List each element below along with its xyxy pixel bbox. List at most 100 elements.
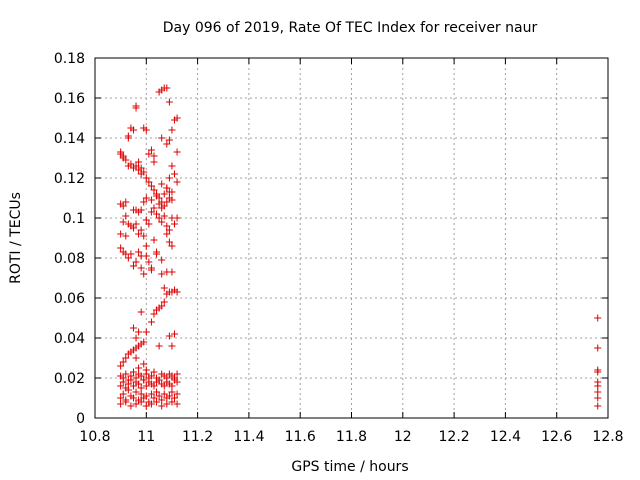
- data-point: [142, 242, 150, 250]
- y-tick-label: 0.02: [54, 371, 85, 387]
- data-point: [163, 230, 171, 238]
- data-point: [147, 146, 155, 154]
- data-point: [129, 394, 137, 402]
- y-axis-label: ROTI / TECUs: [8, 192, 24, 284]
- y-tick-label: 0.12: [54, 171, 85, 187]
- data-point: [160, 202, 168, 210]
- data-point: [594, 394, 602, 402]
- data-point: [163, 222, 171, 230]
- data-point: [129, 368, 137, 376]
- data-point: [173, 288, 181, 296]
- data-point: [594, 388, 602, 396]
- data-point: [594, 314, 602, 322]
- data-point: [137, 384, 145, 392]
- data-point: [160, 190, 168, 198]
- data-point: [153, 388, 161, 396]
- data-point: [155, 214, 163, 222]
- data-point: [171, 330, 179, 338]
- data-point: [155, 342, 163, 350]
- x-tick-label: 12.6: [541, 429, 572, 445]
- data-point: [122, 384, 130, 392]
- data-point: [173, 114, 181, 122]
- data-point: [158, 396, 166, 404]
- data-point: [147, 196, 155, 204]
- data-point: [145, 178, 153, 186]
- data-point: [119, 358, 127, 366]
- x-axis: 10.8 11 11.2 11.4 11.6 11.8 12 12.2 12.4 12.6 12.8: [79, 58, 624, 445]
- data-point: [165, 98, 173, 106]
- data-point: [122, 212, 130, 220]
- data-point: [173, 378, 181, 386]
- data-point: [147, 372, 155, 380]
- data-point: [142, 328, 150, 336]
- data-point: [150, 186, 158, 194]
- y-axis: 0 0.02 0.04 0.06 0.08 0.1 0.12 0.14 0.16 0.18: [54, 51, 608, 427]
- data-point: [132, 220, 140, 228]
- data-point: [142, 366, 150, 374]
- data-point: [160, 284, 168, 292]
- data-point: [129, 224, 137, 232]
- data-point: [117, 400, 125, 408]
- data-point: [150, 204, 158, 212]
- data-point: [163, 140, 171, 148]
- y-tick-label: 0: [76, 411, 85, 427]
- data-point: [168, 162, 176, 170]
- data-point: [168, 242, 176, 250]
- data-point: [142, 216, 150, 224]
- data-point: [158, 256, 166, 264]
- data-point: [155, 200, 163, 208]
- data-point: [142, 392, 150, 400]
- data-point: [132, 104, 140, 112]
- data-point: [168, 388, 176, 396]
- data-point: [122, 370, 130, 378]
- data-point: [122, 232, 130, 240]
- data-point: [147, 264, 155, 272]
- y-tick-label: 0.06: [54, 291, 85, 307]
- data-point: [158, 270, 166, 278]
- data-point: [127, 402, 135, 410]
- data-point: [158, 302, 166, 310]
- data-point: [142, 174, 150, 182]
- data-point: [173, 400, 181, 408]
- data-point: [137, 206, 145, 214]
- data-point: [135, 248, 143, 256]
- data-point: [124, 254, 132, 262]
- data-point: [594, 344, 602, 352]
- data-point: [142, 382, 150, 390]
- data-point: [158, 402, 166, 410]
- data-point: [142, 402, 150, 410]
- y-tick-label: 0.08: [54, 251, 85, 267]
- data-point: [122, 198, 130, 206]
- x-tick-label: 11.2: [182, 429, 213, 445]
- data-point: [158, 180, 166, 188]
- data-point: [137, 226, 145, 234]
- data-point: [168, 268, 176, 276]
- x-tick-label: 11: [137, 429, 155, 445]
- data-point: [158, 134, 166, 142]
- data-point: [160, 298, 168, 306]
- data-point: [135, 364, 143, 372]
- data-point: [165, 226, 173, 234]
- data-point: [163, 198, 171, 206]
- data-point: [119, 218, 127, 226]
- data-point: [117, 382, 125, 390]
- data-point: [594, 402, 602, 410]
- data-point: [163, 84, 171, 92]
- data-point: [165, 332, 173, 340]
- data-point: [168, 398, 176, 406]
- data-point: [163, 400, 171, 408]
- data-point: [117, 362, 125, 370]
- data-point: [129, 324, 137, 332]
- data-point: [127, 124, 135, 132]
- data-point: [117, 230, 125, 238]
- data-point: [137, 398, 145, 406]
- data-point: [137, 308, 145, 316]
- data-point: [150, 236, 158, 244]
- data-point: [132, 334, 140, 342]
- data-point: [140, 360, 148, 368]
- data-point: [132, 388, 140, 396]
- data-point: [119, 202, 127, 210]
- data-point: [153, 248, 161, 256]
- data-point: [132, 400, 140, 408]
